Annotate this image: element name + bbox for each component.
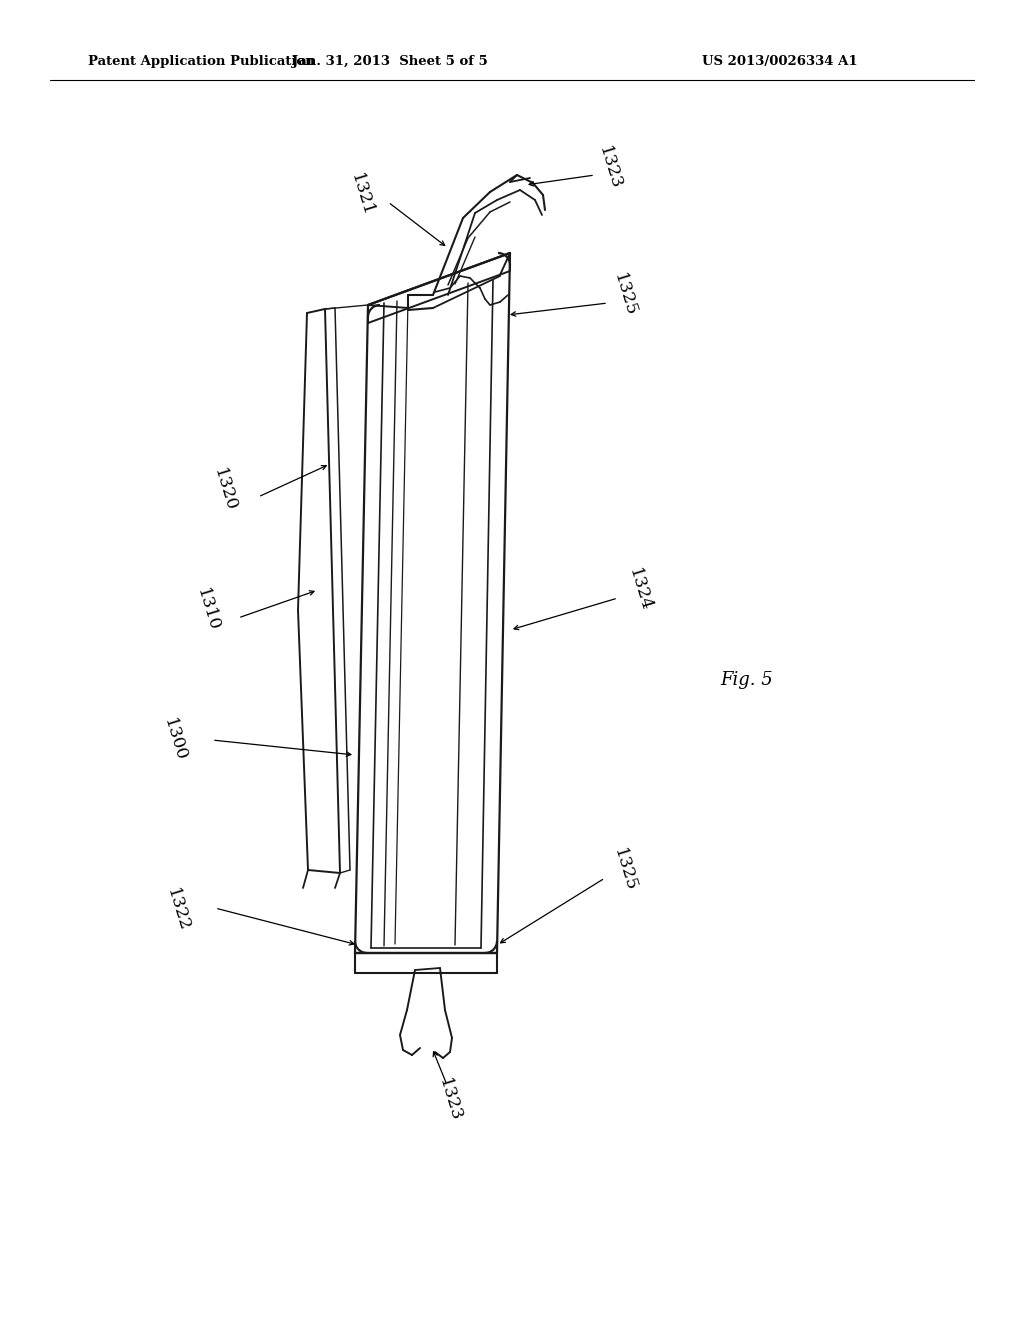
Text: 1324: 1324 — [626, 566, 654, 614]
Text: 1300: 1300 — [161, 717, 189, 763]
Text: 1323: 1323 — [435, 1076, 465, 1123]
Text: 1325: 1325 — [610, 846, 640, 894]
Text: Fig. 5: Fig. 5 — [720, 671, 773, 689]
Text: 1321: 1321 — [347, 172, 377, 219]
Text: 1322: 1322 — [164, 886, 193, 933]
Text: Jan. 31, 2013  Sheet 5 of 5: Jan. 31, 2013 Sheet 5 of 5 — [292, 55, 487, 69]
Text: 1320: 1320 — [210, 466, 240, 513]
Text: 1323: 1323 — [595, 144, 625, 191]
Text: US 2013/0026334 A1: US 2013/0026334 A1 — [702, 55, 858, 69]
Text: 1310: 1310 — [194, 586, 222, 634]
Text: 1325: 1325 — [610, 272, 640, 318]
Text: Patent Application Publication: Patent Application Publication — [88, 55, 314, 69]
